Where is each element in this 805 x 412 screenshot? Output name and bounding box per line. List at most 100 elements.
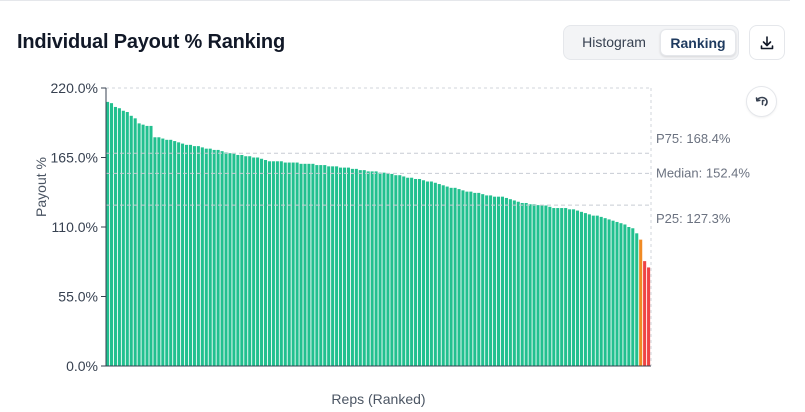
- bar[interactable]: [125, 112, 129, 366]
- bar[interactable]: [323, 165, 327, 366]
- bar[interactable]: [445, 186, 449, 366]
- bar[interactable]: [331, 166, 335, 366]
- bar[interactable]: [572, 209, 576, 366]
- bar[interactable]: [540, 205, 544, 366]
- bar[interactable]: [623, 224, 627, 366]
- bar[interactable]: [149, 125, 153, 366]
- bar[interactable]: [161, 138, 165, 366]
- bar[interactable]: [429, 181, 433, 366]
- bar[interactable]: [544, 205, 548, 366]
- bar[interactable]: [279, 161, 283, 366]
- bar[interactable]: [603, 218, 607, 366]
- bar[interactable]: [350, 168, 354, 366]
- bar[interactable]: [271, 161, 275, 366]
- bar[interactable]: [489, 195, 493, 366]
- bar[interactable]: [485, 195, 489, 366]
- bar[interactable]: [181, 143, 185, 366]
- bar[interactable]: [354, 168, 358, 366]
- bar[interactable]: [441, 185, 445, 366]
- bar[interactable]: [315, 165, 319, 366]
- bar[interactable]: [469, 191, 473, 366]
- bar[interactable]: [299, 163, 303, 366]
- bar[interactable]: [196, 146, 200, 366]
- bar[interactable]: [133, 118, 137, 366]
- bar[interactable]: [390, 173, 394, 366]
- bar[interactable]: [512, 200, 516, 366]
- bar[interactable]: [382, 172, 386, 366]
- bar[interactable]: [437, 184, 441, 366]
- bar[interactable]: [481, 194, 485, 366]
- bar[interactable]: [216, 149, 220, 366]
- bar[interactable]: [457, 189, 461, 366]
- bar[interactable]: [414, 178, 418, 366]
- bar[interactable]: [520, 202, 524, 366]
- bar[interactable]: [508, 199, 512, 366]
- tab-ranking[interactable]: Ranking: [660, 29, 736, 56]
- bar[interactable]: [394, 175, 398, 366]
- bar[interactable]: [532, 204, 536, 366]
- bar[interactable]: [386, 173, 390, 366]
- bar[interactable]: [263, 160, 268, 366]
- bar[interactable]: [141, 124, 145, 367]
- bar[interactable]: [173, 141, 177, 366]
- bar[interactable]: [615, 221, 619, 366]
- bar[interactable]: [611, 220, 615, 366]
- bar[interactable]: [406, 177, 410, 366]
- bar[interactable]: [647, 267, 651, 366]
- bar[interactable]: [256, 157, 260, 367]
- reset-zoom-button[interactable]: [746, 86, 777, 117]
- bar[interactable]: [335, 166, 339, 366]
- bar[interactable]: [192, 146, 196, 366]
- bar[interactable]: [291, 162, 295, 366]
- bar[interactable]: [473, 192, 477, 366]
- tab-histogram[interactable]: Histogram: [582, 34, 646, 50]
- bar[interactable]: [244, 156, 248, 366]
- bar[interactable]: [548, 206, 552, 366]
- bar[interactable]: [607, 219, 611, 366]
- bar[interactable]: [157, 137, 161, 366]
- bar[interactable]: [493, 196, 497, 366]
- bar[interactable]: [358, 170, 362, 366]
- bar[interactable]: [398, 175, 402, 366]
- bar[interactable]: [579, 211, 583, 366]
- bar[interactable]: [453, 187, 457, 366]
- bar[interactable]: [208, 148, 212, 366]
- bar[interactable]: [129, 115, 133, 366]
- bar[interactable]: [500, 196, 505, 366]
- bar[interactable]: [635, 233, 639, 366]
- bar[interactable]: [560, 208, 564, 366]
- bar[interactable]: [496, 196, 501, 366]
- bar[interactable]: [421, 180, 426, 366]
- bar[interactable]: [212, 149, 216, 366]
- bar[interactable]: [311, 163, 315, 366]
- bar[interactable]: [117, 108, 121, 366]
- bar[interactable]: [362, 170, 366, 366]
- bar[interactable]: [295, 162, 299, 366]
- bar[interactable]: [228, 153, 232, 366]
- download-button[interactable]: [749, 25, 785, 60]
- bar[interactable]: [177, 142, 181, 366]
- bar[interactable]: [236, 154, 240, 366]
- bar[interactable]: [260, 158, 264, 366]
- bar[interactable]: [374, 171, 378, 366]
- bar[interactable]: [516, 201, 520, 366]
- bar[interactable]: [224, 152, 228, 366]
- bar[interactable]: [568, 209, 572, 366]
- bar[interactable]: [619, 223, 623, 366]
- bar[interactable]: [552, 208, 556, 366]
- bar[interactable]: [433, 182, 437, 366]
- bar[interactable]: [252, 157, 256, 367]
- bar[interactable]: [366, 171, 370, 366]
- bar[interactable]: [639, 239, 643, 366]
- bar[interactable]: [165, 139, 169, 366]
- bar[interactable]: [627, 227, 631, 366]
- bar[interactable]: [587, 214, 591, 366]
- bar[interactable]: [410, 177, 414, 366]
- bar[interactable]: [461, 190, 465, 366]
- bar[interactable]: [595, 215, 599, 366]
- bar[interactable]: [200, 147, 204, 366]
- bar[interactable]: [528, 204, 532, 366]
- bar[interactable]: [106, 101, 110, 367]
- bar[interactable]: [307, 163, 311, 366]
- bar[interactable]: [121, 110, 125, 366]
